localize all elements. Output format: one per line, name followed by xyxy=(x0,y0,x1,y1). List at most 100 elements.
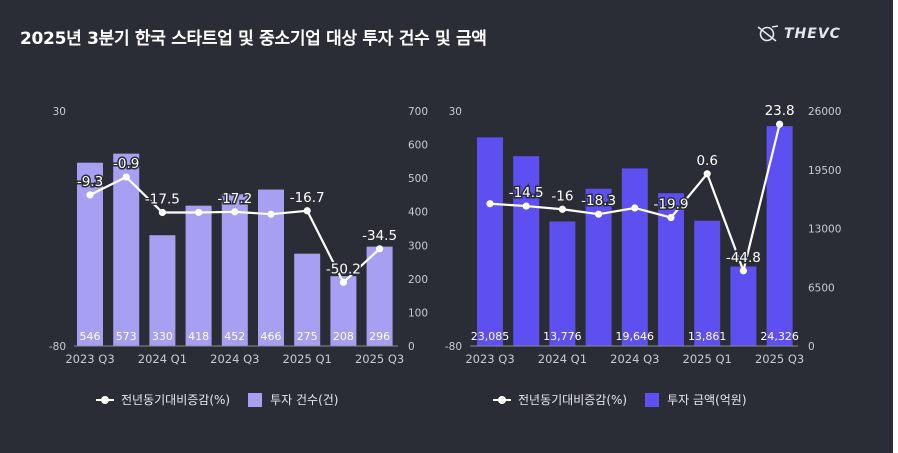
bar xyxy=(294,253,321,346)
yoy-value-label: -19.9 xyxy=(654,197,689,213)
legend-item-yoy: 전년동기대비증감(%) xyxy=(493,391,627,408)
bar-value-label: 208 xyxy=(333,330,354,343)
y-right-tick-label: 0 xyxy=(808,341,815,353)
bar-value-label: 452 xyxy=(224,330,245,343)
yoy-value-label: -50.2 xyxy=(326,261,361,277)
bar-value-label: 296 xyxy=(369,330,390,343)
bar-value-label: 466 xyxy=(261,330,282,343)
yoy-value-label: -18.3 xyxy=(581,193,616,209)
thevc-logo-icon xyxy=(757,25,779,42)
x-tick-label: 2024 Q1 xyxy=(138,352,187,366)
bar xyxy=(185,205,212,346)
legend-line-marker-icon xyxy=(96,395,114,405)
bar-value-label: 13,861 xyxy=(688,330,727,343)
bar-value-label: 330 xyxy=(152,330,173,343)
x-tick-label: 2024 Q3 xyxy=(210,352,259,366)
yoy-point xyxy=(86,191,94,199)
bar xyxy=(730,266,757,346)
bar-value-label: 418 xyxy=(188,330,209,343)
bar xyxy=(621,168,648,346)
y-right-tick-label: 500 xyxy=(408,173,428,185)
legend-item-amount: 투자 금액(억원) xyxy=(645,391,747,408)
bar-value-label: 275 xyxy=(297,330,318,343)
y-right-tick-label: 100 xyxy=(408,307,428,319)
legend-bar-swatch-icon xyxy=(248,392,263,407)
bar xyxy=(513,156,540,346)
y-right-tick-label: 13000 xyxy=(808,224,841,236)
bar xyxy=(549,221,576,346)
legend-item-count: 투자 건수(건) xyxy=(248,391,338,408)
yoy-point xyxy=(558,205,567,213)
yoy-point xyxy=(339,278,347,286)
bar xyxy=(330,276,357,346)
yoy-value-label: 0.6 xyxy=(696,153,717,169)
yoy-value-label: -44.8 xyxy=(726,250,761,266)
yoy-point xyxy=(267,210,275,218)
legend-label-yoy: 전년동기대비증감(%) xyxy=(121,393,231,407)
yoy-value-label: -16.7 xyxy=(290,190,325,206)
bar-value-label: 546 xyxy=(80,330,101,343)
y-right-tick-label: 200 xyxy=(408,274,428,286)
yoy-value-label: -17.5 xyxy=(145,191,180,207)
bar xyxy=(694,220,721,346)
bar xyxy=(366,246,393,346)
yoy-value-label: 23.8 xyxy=(765,103,795,119)
bar xyxy=(221,194,248,346)
page-title: 2025년 3분기 한국 스타트업 및 중소기업 대상 투자 건수 및 금액 xyxy=(20,29,487,49)
legend-label-amount: 투자 금액(억원) xyxy=(667,393,747,407)
yoy-point xyxy=(122,173,130,181)
yoy-value-label: -34.5 xyxy=(362,228,397,244)
yoy-value-label: -14.5 xyxy=(509,185,544,201)
yoy-value-label: -16 xyxy=(551,188,573,204)
legend-item-yoy: 전년동기대비증감(%) xyxy=(96,391,230,408)
brand-logo-text: THEVC xyxy=(784,26,841,42)
yoy-value-label: -9.3 xyxy=(77,174,103,190)
y-right-tick-label: 600 xyxy=(408,140,428,152)
legend-amount-chart: 전년동기대비증감(%) 투자 금액(억원) xyxy=(493,391,765,408)
legend-count-chart: 전년동기대비증감(%) 투자 건수(건) xyxy=(96,391,356,408)
y-right-tick-label: 300 xyxy=(408,240,428,252)
yoy-point xyxy=(667,214,675,222)
y-right-tick-label: 400 xyxy=(408,207,428,219)
x-tick-label: 2024 Q1 xyxy=(538,352,587,366)
x-tick-label: 2025 Q1 xyxy=(283,352,332,366)
yoy-point xyxy=(303,207,311,215)
yoy-point xyxy=(231,208,239,216)
bar-value-label: 24,326 xyxy=(760,330,799,343)
legend-label-yoy: 전년동기대비증감(%) xyxy=(518,393,628,407)
bar-value-label: 19,646 xyxy=(616,330,655,343)
yoy-point xyxy=(486,200,494,208)
legend-bar-swatch-icon xyxy=(645,392,660,407)
y-left-tick-label: -80 xyxy=(49,341,66,353)
bar-value-label: 573 xyxy=(116,330,137,343)
x-tick-label: 2023 Q3 xyxy=(465,352,514,366)
x-tick-label: 2025 Q3 xyxy=(755,352,804,366)
x-tick-label: 2025 Q3 xyxy=(355,352,404,366)
yoy-point xyxy=(158,208,166,217)
y-left-tick-label: -80 xyxy=(445,341,462,353)
bar xyxy=(149,235,176,346)
yoy-point xyxy=(195,208,203,217)
legend-line-marker-icon xyxy=(493,395,511,405)
bar-value-label: 23,085 xyxy=(471,330,510,343)
bar-value-label: 13,776 xyxy=(543,330,582,343)
y-right-tick-label: 700 xyxy=(408,106,428,118)
x-tick-label: 2023 Q3 xyxy=(65,352,114,366)
yoy-value-label: -17.2 xyxy=(217,191,252,207)
legend-label-count: 투자 건수(건) xyxy=(270,393,339,407)
yoy-value-label: -0.9 xyxy=(113,156,139,172)
y-left-tick-label: 30 xyxy=(449,106,462,118)
x-tick-label: 2024 Q3 xyxy=(610,352,659,366)
yoy-point xyxy=(595,210,603,218)
bar xyxy=(477,137,503,346)
yoy-point xyxy=(703,170,711,178)
x-tick-label: 2025 Q1 xyxy=(683,352,732,366)
y-right-tick-label: 0 xyxy=(408,341,415,353)
yoy-point xyxy=(739,267,748,275)
yoy-point xyxy=(631,204,639,212)
brand-logo: THEVC xyxy=(756,24,841,44)
y-right-tick-label: 6500 xyxy=(808,282,835,294)
yoy-point xyxy=(522,202,530,210)
